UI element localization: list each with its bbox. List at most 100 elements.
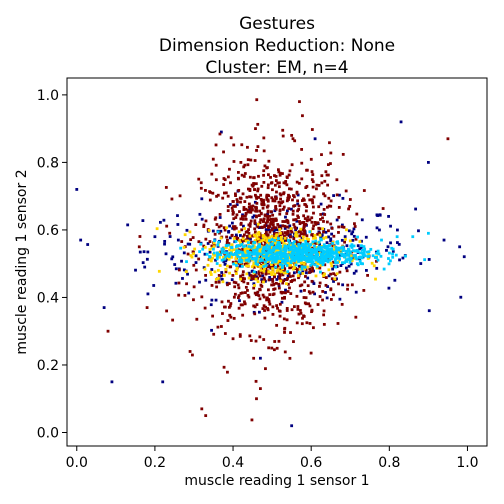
data-point bbox=[152, 284, 156, 287]
data-point bbox=[292, 271, 296, 275]
data-point bbox=[324, 235, 328, 239]
data-point bbox=[261, 307, 265, 310]
data-point bbox=[310, 128, 314, 131]
data-point bbox=[304, 302, 308, 306]
data-point bbox=[232, 211, 235, 215]
data-point bbox=[306, 215, 310, 219]
data-point bbox=[273, 183, 277, 187]
data-point bbox=[252, 282, 256, 286]
data-point bbox=[278, 272, 281, 276]
data-point bbox=[288, 246, 292, 249]
title-line-2: Dimension Reduction: None bbox=[159, 36, 395, 56]
data-point bbox=[229, 315, 233, 319]
data-point bbox=[234, 194, 237, 197]
data-point bbox=[320, 153, 323, 157]
data-point bbox=[352, 249, 355, 253]
data-point bbox=[340, 223, 344, 227]
data-point bbox=[262, 235, 265, 239]
data-point bbox=[254, 208, 258, 211]
data-point bbox=[177, 268, 181, 272]
data-point bbox=[262, 203, 266, 207]
data-point bbox=[375, 213, 379, 217]
data-point bbox=[349, 254, 353, 258]
data-point bbox=[234, 257, 238, 261]
data-point bbox=[347, 248, 351, 252]
data-point bbox=[219, 224, 223, 228]
data-point bbox=[210, 284, 214, 287]
x-axis-label: muscle reading 1 sensor 1 bbox=[184, 473, 369, 489]
data-point bbox=[261, 220, 265, 223]
data-point bbox=[211, 191, 215, 195]
data-point bbox=[194, 223, 198, 226]
data-point bbox=[229, 136, 233, 140]
data-point bbox=[138, 250, 142, 254]
data-point bbox=[311, 262, 314, 266]
data-point bbox=[248, 234, 252, 238]
data-point bbox=[312, 282, 316, 285]
data-point bbox=[249, 195, 253, 199]
data-point bbox=[202, 244, 206, 248]
data-point bbox=[258, 221, 262, 224]
data-point bbox=[223, 246, 227, 250]
data-point bbox=[276, 237, 280, 240]
data-point bbox=[202, 223, 206, 227]
data-point bbox=[222, 255, 225, 259]
data-point bbox=[257, 294, 261, 297]
data-point bbox=[237, 171, 240, 174]
data-point bbox=[341, 249, 345, 253]
data-point bbox=[279, 263, 282, 266]
data-point bbox=[218, 132, 222, 136]
data-point bbox=[313, 250, 316, 254]
data-point bbox=[361, 251, 364, 255]
data-point bbox=[290, 308, 294, 312]
data-point bbox=[203, 252, 207, 256]
data-point bbox=[239, 223, 243, 226]
data-point bbox=[257, 231, 261, 234]
data-point bbox=[329, 204, 333, 208]
data-point bbox=[287, 238, 290, 242]
data-point bbox=[222, 260, 226, 263]
data-point bbox=[329, 253, 332, 257]
data-point bbox=[226, 238, 229, 242]
data-point bbox=[325, 241, 329, 245]
data-point bbox=[75, 188, 79, 191]
data-point bbox=[255, 215, 258, 219]
data-point bbox=[221, 312, 224, 315]
data-point bbox=[291, 212, 295, 216]
data-point bbox=[284, 249, 287, 253]
data-point bbox=[286, 196, 290, 200]
data-point bbox=[329, 255, 333, 259]
data-point bbox=[252, 356, 256, 360]
data-point bbox=[305, 237, 309, 240]
data-point bbox=[191, 250, 195, 254]
data-point bbox=[276, 223, 280, 226]
data-point bbox=[253, 219, 257, 223]
data-point bbox=[300, 244, 304, 248]
data-point bbox=[254, 271, 258, 274]
data-point bbox=[235, 213, 239, 217]
data-point bbox=[255, 248, 259, 251]
data-point bbox=[396, 228, 399, 232]
data-point bbox=[224, 191, 228, 195]
data-point bbox=[375, 226, 379, 230]
data-point bbox=[211, 314, 215, 318]
data-point bbox=[255, 197, 258, 200]
data-point bbox=[236, 200, 239, 204]
data-point bbox=[340, 238, 344, 242]
data-point bbox=[284, 180, 288, 183]
data-point bbox=[198, 212, 202, 216]
data-point bbox=[274, 179, 278, 182]
data-point bbox=[193, 247, 197, 251]
x-tick-label: 0.0 bbox=[66, 455, 88, 471]
data-point bbox=[248, 222, 252, 225]
data-point bbox=[262, 198, 265, 202]
data-point bbox=[324, 170, 328, 174]
data-point bbox=[343, 255, 347, 258]
data-point bbox=[286, 259, 290, 263]
data-point bbox=[278, 231, 282, 235]
data-point bbox=[237, 189, 241, 192]
data-point bbox=[310, 279, 314, 283]
data-point bbox=[298, 284, 302, 288]
data-point bbox=[178, 194, 182, 198]
data-point bbox=[211, 256, 215, 260]
